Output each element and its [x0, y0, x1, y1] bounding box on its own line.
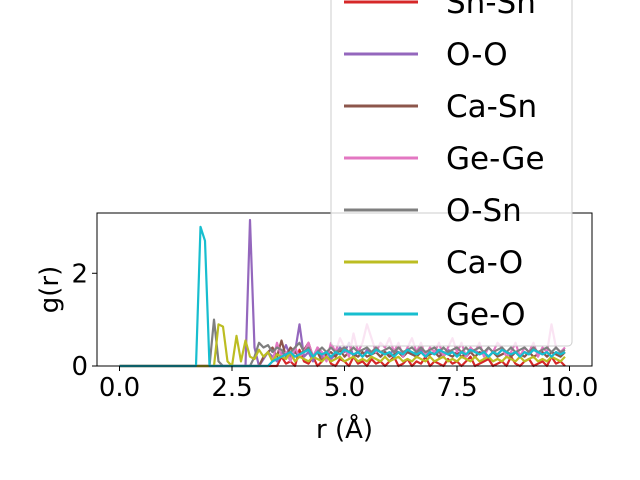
x-axis-label: r (Å): [316, 413, 373, 445]
legend-label-ge-o: Ge-O: [446, 297, 526, 333]
x-tick-label: 5.0: [324, 373, 365, 403]
legend-label-o-sn: O-Sn: [446, 193, 522, 229]
legend-label-o-o: O-O: [446, 37, 508, 73]
x-tick-label: 2.5: [211, 373, 252, 403]
y-tick-label: 0: [71, 352, 88, 382]
y-axis-label: g(r): [35, 266, 65, 313]
x-tick-label: 7.5: [436, 373, 477, 403]
x-tick-label: 10.0: [541, 373, 599, 403]
legend-box: [330, 0, 573, 347]
y-tick-label: 2: [71, 259, 88, 289]
legend-label-sn-sn: Sn-Sn: [446, 0, 536, 21]
legend-label-ge-ge: Ge-Ge: [446, 141, 545, 177]
legend-label-ca-sn: Ca-Sn: [446, 89, 537, 125]
legend-label-ca-o: Ca-O: [446, 245, 523, 281]
x-tick-label: 0.0: [99, 373, 140, 403]
legend: Sn-Sn O-O Ca-Sn Ge-Ge O-Sn Ca-O Ge-O: [330, 0, 573, 347]
axes-layer: 0.0 2.5 5.0 7.5 10.0 0 2 r (Å) g(r): [35, 212, 599, 445]
